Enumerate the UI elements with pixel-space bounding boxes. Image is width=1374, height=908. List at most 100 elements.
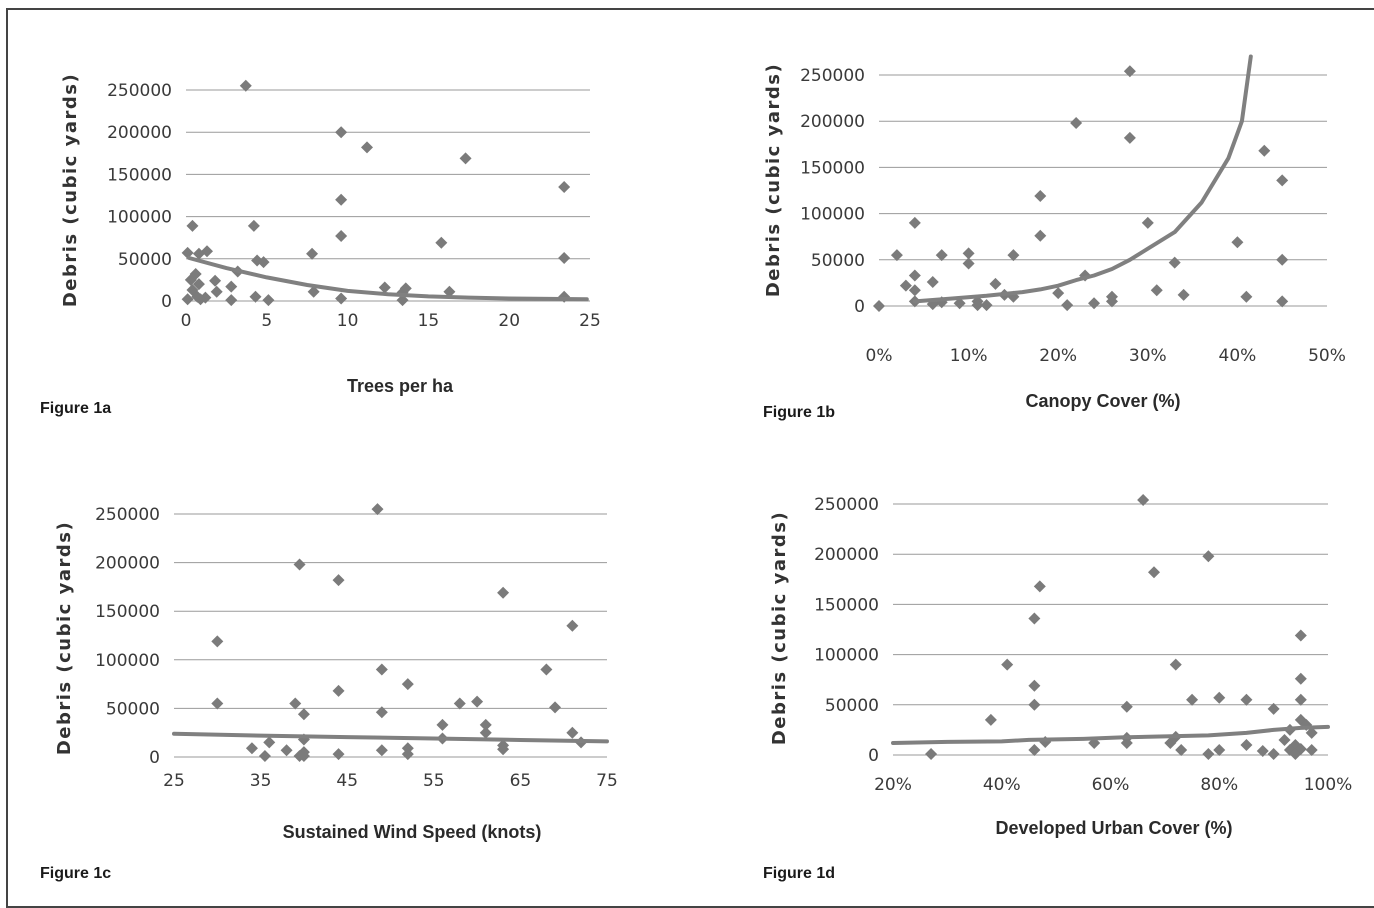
data-point (1276, 253, 1289, 266)
data-point (1202, 747, 1215, 760)
x-tick-label: 60% (1092, 775, 1130, 795)
y-tick-label: 0 (868, 746, 879, 766)
data-point (293, 558, 306, 571)
scatter-plot-1a: 0 50000 100000 150000 200000 250000 0 5 10 15 20 25… (60, 73, 601, 396)
y-tick-label: 50000 (118, 250, 172, 270)
y-tick-label: 100000 (95, 651, 160, 671)
data-point (549, 701, 562, 714)
data-point (953, 297, 966, 310)
trend-line (912, 54, 1253, 304)
data-point (1202, 550, 1215, 563)
y-tick-label: 250000 (800, 66, 865, 86)
data-point (1028, 743, 1041, 756)
x-tick-label: 10 (337, 311, 359, 331)
data-point (1240, 693, 1253, 706)
y-tick-label: 0 (854, 297, 865, 317)
x-tick-label: 75 (596, 771, 618, 791)
scatter-plot-1d: 0 50000 100000 150000 200000 250000 20% 40% 60% 8… (769, 493, 1353, 838)
y-tick-label: 100000 (814, 646, 879, 666)
data-point (1294, 693, 1307, 706)
data-point (1294, 629, 1307, 642)
data-point (497, 586, 510, 599)
data-point (194, 293, 207, 306)
data-point (401, 678, 414, 691)
x-tick-label: 5 (261, 311, 272, 331)
data-point (332, 748, 345, 761)
y-tick-label: 50000 (811, 251, 865, 271)
data-point (1276, 295, 1289, 308)
data-point (239, 79, 252, 92)
data-point (899, 279, 912, 292)
data-point (873, 300, 885, 312)
y-tick-label: 100000 (800, 205, 865, 225)
data-point (1141, 216, 1154, 229)
data-point (558, 181, 571, 194)
data-point (1034, 229, 1047, 242)
data-point (1278, 733, 1291, 746)
plot-area (172, 503, 609, 763)
data-point (1150, 284, 1163, 297)
data-point (378, 281, 391, 294)
data-point (908, 216, 921, 229)
y-tick-label: 200000 (800, 112, 865, 132)
data-point (435, 236, 448, 249)
data-point (962, 247, 975, 260)
data-point (335, 126, 348, 139)
data-point (262, 294, 275, 307)
y-tick-label: 150000 (107, 165, 172, 185)
data-point (1256, 744, 1269, 757)
data-point (908, 284, 921, 297)
x-tick-label: 30% (1129, 346, 1167, 366)
data-point (225, 280, 238, 293)
x-tick-label: 50% (1308, 346, 1346, 366)
data-point (375, 706, 388, 719)
data-point (980, 299, 993, 312)
y-tick-label: 200000 (95, 554, 160, 574)
data-point (1240, 290, 1253, 303)
data-point (1267, 747, 1280, 760)
data-point (1258, 144, 1271, 157)
data-point (1231, 236, 1244, 249)
data-point (989, 277, 1002, 290)
data-point (1028, 679, 1041, 692)
x-tick-label: 20 (498, 311, 520, 331)
x-tick-label: 25 (579, 311, 601, 331)
data-point (1294, 672, 1307, 685)
data-point (332, 684, 345, 697)
y-axis-title: Debris (cubic yards) (763, 63, 784, 297)
x-tick-label: 40% (1219, 346, 1257, 366)
x-tick-label: 0% (866, 346, 893, 366)
data-point (926, 275, 939, 288)
x-tick-label: 100% (1304, 775, 1353, 795)
data-point (249, 290, 262, 303)
data-point (335, 230, 348, 243)
data-point (181, 246, 194, 259)
x-tick-label: 40% (983, 775, 1021, 795)
plot-area (873, 54, 1289, 312)
data-point (1120, 700, 1133, 713)
x-axis-title: Sustained Wind Speed (knots) (283, 822, 542, 842)
y-axis-title: Debris (cubic yards) (60, 73, 81, 307)
data-point (1061, 299, 1074, 312)
data-point (201, 245, 214, 258)
y-tick-label: 250000 (107, 81, 172, 101)
data-point (257, 256, 270, 269)
data-point (971, 299, 984, 312)
x-tick-label: 80% (1200, 775, 1238, 795)
x-tick-label: 20% (1039, 346, 1077, 366)
data-point (908, 269, 921, 282)
data-point (1120, 736, 1133, 749)
data-point (211, 635, 224, 648)
figure-caption-1a: Figure 1a (40, 400, 112, 417)
data-point (1001, 658, 1014, 671)
data-point (210, 285, 223, 298)
data-point (1123, 65, 1136, 78)
data-point (890, 249, 903, 262)
data-point (297, 708, 310, 721)
data-point (935, 249, 948, 262)
data-point (1164, 736, 1177, 749)
data-point (186, 219, 199, 232)
trend-line (172, 731, 609, 744)
chart-figure-1c: 0 50000 100000 150000 200000 250000 25 35 45 55 65… (0, 448, 687, 895)
y-tick-label: 150000 (800, 158, 865, 178)
